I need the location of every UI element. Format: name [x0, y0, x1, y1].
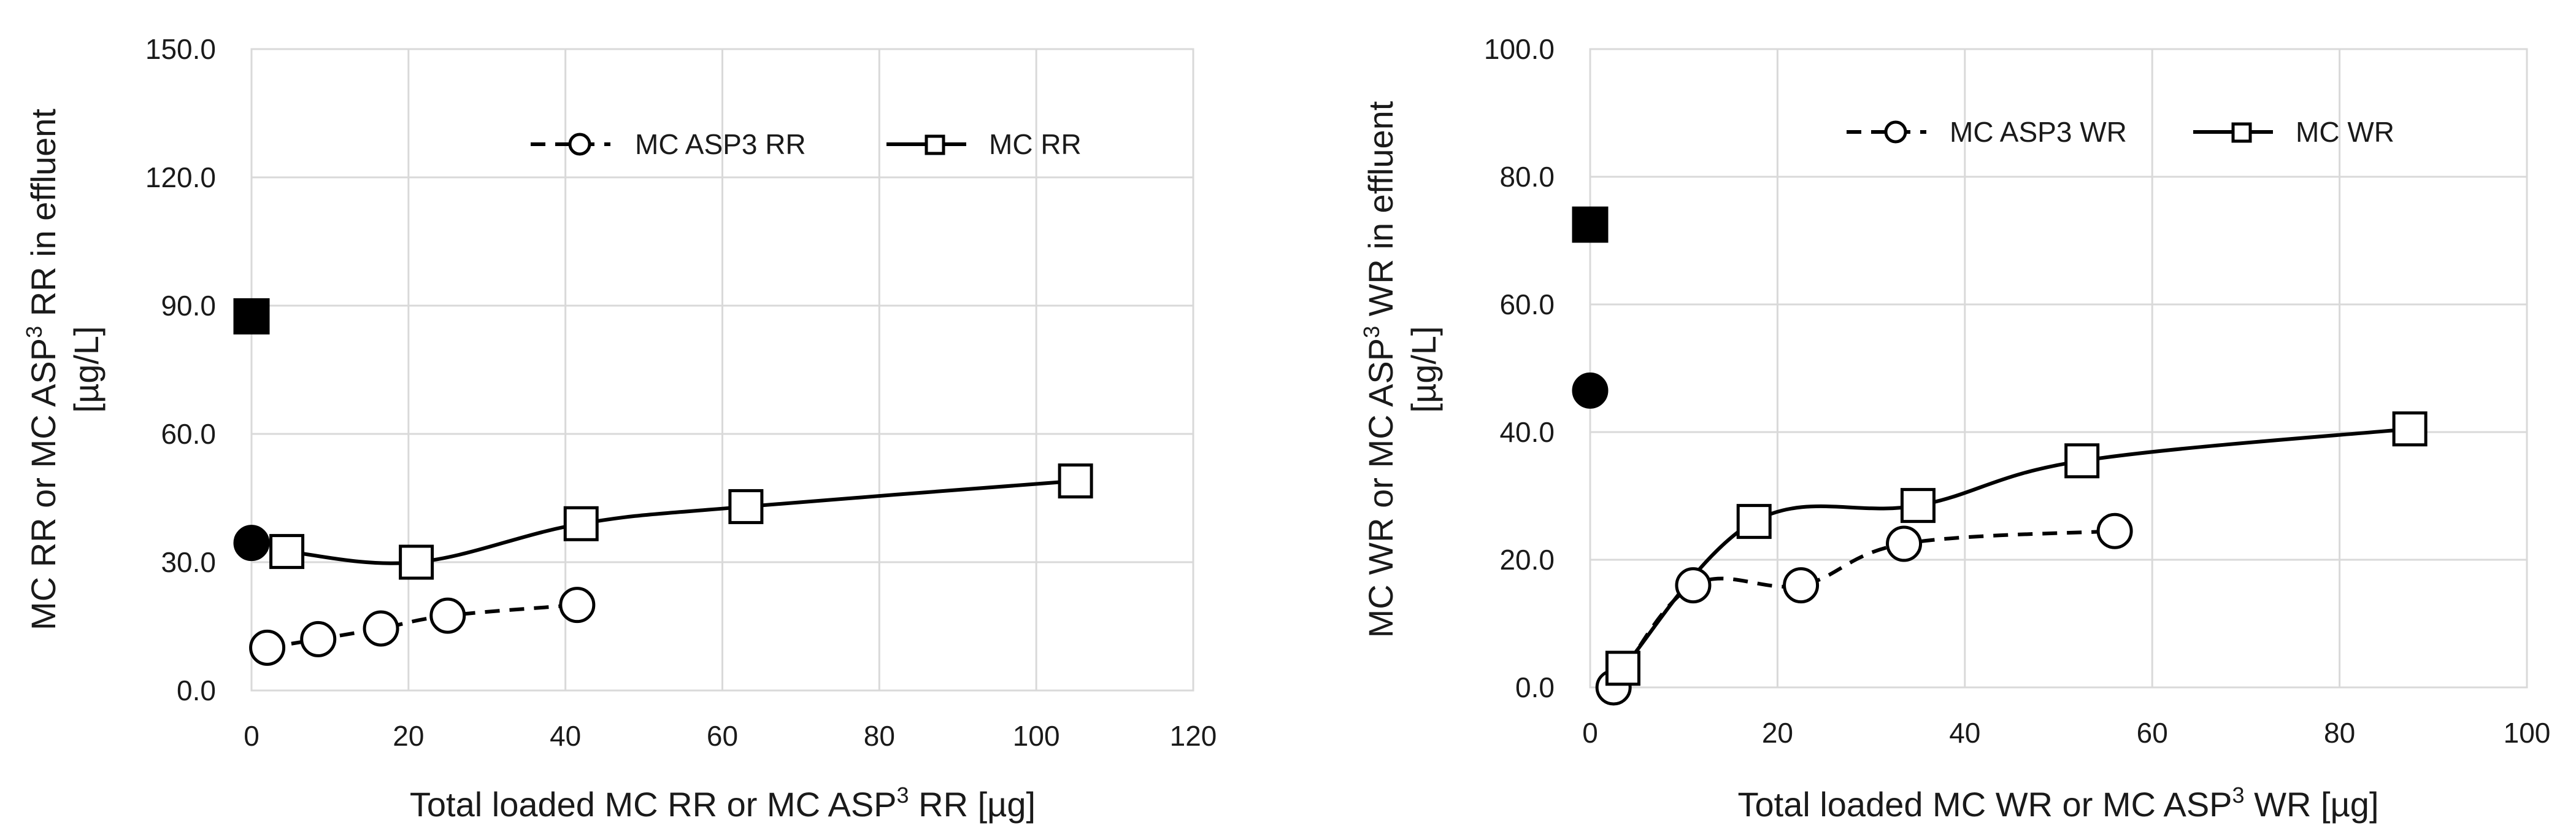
data-point-series-1: [1736, 504, 1772, 539]
x-tick-label: 20: [393, 720, 424, 752]
legend: MC ASP3 RR MC RR: [531, 128, 1082, 160]
x-tick-label: 0: [1582, 717, 1598, 749]
data-point-series-0: [1675, 567, 1712, 604]
legend-label: MC ASP3 RR: [635, 128, 806, 160]
y-tick-label: 0.0: [1515, 671, 1555, 703]
data-point-series-0: [429, 597, 466, 634]
y-axis-label: MC RR or MC ASP3 RR in effluent [µg/L]: [21, 109, 106, 630]
x-tick-label: 40: [550, 720, 581, 752]
x-axis-label: Total loaded MC RR or MC ASP3 RR [µg]: [410, 783, 1036, 824]
legend-item-1: MC RR: [886, 128, 1082, 160]
data-point-series-1: [1058, 463, 1093, 499]
chart-right: 0 20 40 60 80 100 0.0 20.0 40.0 60.0 80.0 100.0 MC …: [1359, 33, 2550, 824]
legend-label: MC ASP3 WR: [1950, 116, 2127, 148]
y-axis-label: MC WR or MC ASP3 WR in effluent [µg/L]: [1359, 101, 1443, 638]
y-tick-label: 90.0: [161, 290, 216, 322]
x-tick-label: 80: [2324, 717, 2355, 749]
data-point-series-0: [559, 587, 596, 624]
x-tick-label: 120: [1170, 720, 1217, 752]
legend-item-0: MC ASP3 WR: [1847, 116, 2127, 148]
legend-label: MC RR: [989, 128, 1082, 160]
legend-item-1: MC WR: [2193, 116, 2394, 148]
x-tick-label: 20: [1762, 717, 1793, 749]
svg-text:[µg/L]: [µg/L]: [1404, 326, 1443, 412]
series-line-1: [286, 479, 1076, 565]
y-tick-label: 0.0: [177, 675, 216, 706]
data-point-series-1: [399, 544, 434, 580]
svg-text:MC WR or MC ASP3 WR in efflu: MC WR or MC ASP3 WR in effluent: [1359, 101, 1400, 638]
y-tick-label: 80.0: [1499, 161, 1555, 193]
data-point-series-1: [269, 534, 305, 570]
x-tick-label: 40: [1949, 717, 1980, 749]
legend: MC ASP3 WR MC WR: [1847, 116, 2394, 148]
legend-label: MC WR: [2296, 116, 2394, 148]
y-tick-label: 150.0: [145, 33, 216, 65]
series-line-1: [1621, 427, 2410, 670]
data-point-series-0: [2096, 512, 2133, 549]
plot-area-frame: [250, 48, 1194, 692]
standalone-filled-square: [233, 298, 270, 334]
data-point-series-1: [728, 489, 764, 524]
legend-item-0: MC ASP3 RR: [531, 128, 806, 160]
data-point-series-1: [2064, 443, 2100, 479]
x-tick-label: 100: [2504, 717, 2551, 749]
standalone-filled-circle: [1572, 372, 1609, 409]
data-point-series-0: [249, 629, 286, 666]
x-tick-label: 0: [244, 720, 260, 752]
y-tick-label: 40.0: [1499, 416, 1555, 448]
y-tick-label: 60.0: [161, 418, 216, 450]
y-tick-label: 60.0: [1499, 288, 1555, 320]
data-point-series-0: [1783, 567, 1820, 604]
svg-text:MC RR or MC ASP3 RR in efflu: MC RR or MC ASP3 RR in effluent: [21, 109, 63, 630]
series-line-0: [1612, 529, 2115, 689]
x-tick-label: 60: [2137, 717, 2168, 749]
data-point-series-0: [300, 621, 337, 657]
data-point-series-1: [1605, 651, 1640, 686]
plot-area-frame: [1589, 48, 2528, 689]
y-tick-label: 20.0: [1499, 544, 1555, 576]
y-tick-label: 100.0: [1484, 33, 1555, 65]
data-point-series-0: [363, 610, 399, 647]
data-point-series-0: [1886, 525, 1923, 562]
standalone-filled-square: [1572, 206, 1609, 243]
x-tick-label: 80: [864, 720, 895, 752]
x-tick-label: 60: [707, 720, 738, 752]
chart-left: 0 20 40 60 80 100 120 0.0 30.0 60.0 90.0 120.0 150.0…: [21, 33, 1217, 824]
data-point-series-1: [563, 506, 599, 541]
x-axis-label: Total loaded MC WR or MC ASP3 WR [µg]: [1737, 783, 2378, 824]
y-tick-label: 30.0: [161, 546, 216, 578]
svg-text:[µg/L]: [µg/L]: [67, 326, 106, 412]
data-point-series-1: [2392, 411, 2428, 447]
data-point-series-1: [1900, 488, 1936, 524]
y-tick-label: 120.0: [145, 161, 216, 193]
standalone-filled-circle: [233, 525, 270, 562]
x-tick-label: 100: [1013, 720, 1060, 752]
